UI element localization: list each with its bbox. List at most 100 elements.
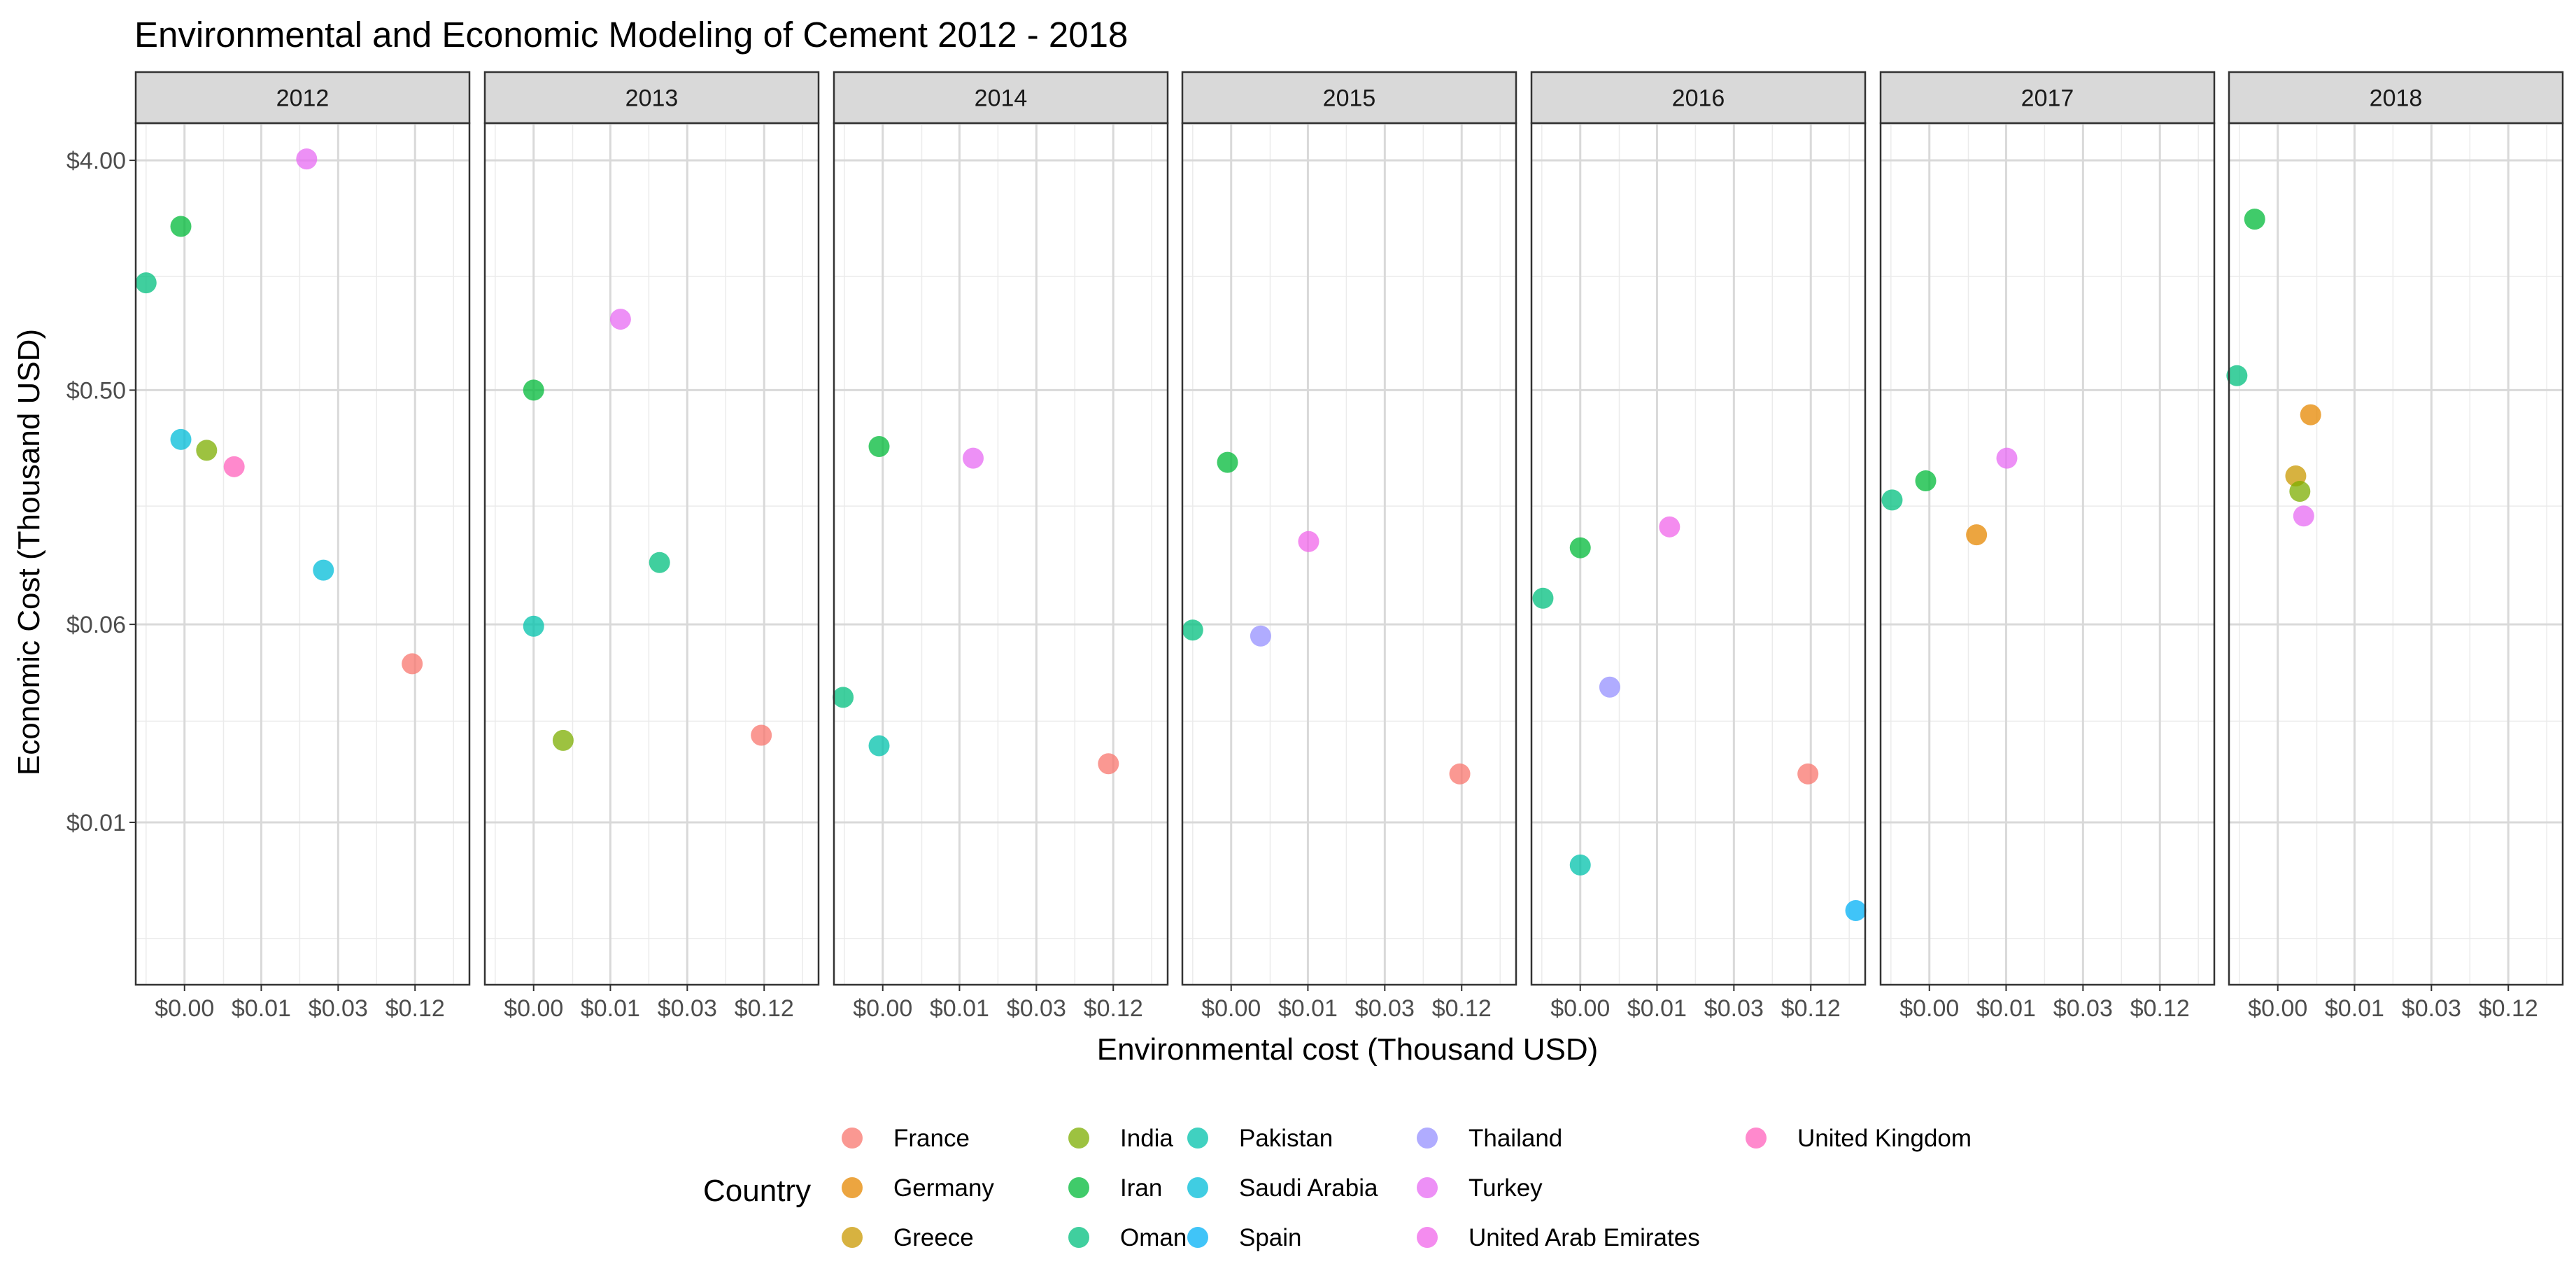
legend-label: Iran xyxy=(1120,1174,1162,1202)
facet-panel-2013: 2013 xyxy=(483,71,820,986)
facet-strip xyxy=(1181,71,1517,125)
data-point-oman xyxy=(1182,619,1203,641)
y-axis-labels: $0.01 $0.06 $0.50 $4.00 xyxy=(66,148,136,836)
x-tick-label: $0.03 xyxy=(658,995,717,1022)
x-tick-label: $0.12 xyxy=(1781,995,1841,1022)
x-axis-title: Environmental cost (Thousand USD) xyxy=(1097,1032,1599,1067)
y-tick-label: $0.06 xyxy=(66,612,126,638)
facet-panel-2016: 2016 xyxy=(1530,71,1867,986)
data-point-united-arab-emirates xyxy=(1298,531,1319,552)
data-point-oman xyxy=(2226,365,2248,386)
legend-label: Spain xyxy=(1239,1224,1302,1251)
data-point-france xyxy=(1797,763,1819,785)
x-tick-label: $0.00 xyxy=(853,995,912,1022)
data-point-oman xyxy=(649,552,670,573)
x-tick-label: $0.01 xyxy=(930,995,989,1022)
data-point-iran xyxy=(170,216,192,237)
x-tick-label: $0.12 xyxy=(385,995,445,1022)
data-point-turkey xyxy=(1996,447,2018,469)
legend-label: France xyxy=(893,1125,970,1152)
data-point-thailand xyxy=(1250,625,1271,647)
data-point-germany xyxy=(2300,404,2321,426)
legend-key-greece xyxy=(842,1227,863,1248)
x-tick-label: $0.03 xyxy=(2053,995,2113,1022)
data-point-thailand xyxy=(1599,676,1620,698)
legend-label: Greece xyxy=(893,1224,974,1251)
data-point-iran xyxy=(868,436,890,458)
facet-strip-label: 2016 xyxy=(1672,85,1725,112)
x-tick-label: $0.00 xyxy=(1201,995,1261,1022)
legend-label: Turkey xyxy=(1469,1174,1543,1202)
legend-key-spain xyxy=(1187,1227,1208,1248)
panel-border xyxy=(483,122,820,986)
chart-title: Environmental and Economic Modeling of C… xyxy=(134,15,1128,55)
facet-strip xyxy=(2228,71,2564,125)
x-tick-label: $0.12 xyxy=(735,995,794,1022)
legend: Country France Germany Greece India Iran Oman… xyxy=(703,1125,1972,1251)
data-point-pakistan xyxy=(1569,854,1591,876)
panel-border xyxy=(2228,122,2564,986)
legend-label: Pakistan xyxy=(1239,1125,1333,1152)
data-point-pakistan xyxy=(523,615,544,637)
data-point-turkey xyxy=(963,447,984,469)
data-point-turkey xyxy=(2293,505,2314,527)
data-point-oman xyxy=(1881,489,1903,511)
data-point-france xyxy=(751,724,772,746)
x-tick-label: $0.03 xyxy=(1007,995,1066,1022)
y-axis-title: Economic Cost (Thousand USD) xyxy=(12,329,46,775)
panel-border xyxy=(1879,122,2216,986)
legend-key-turkey xyxy=(1417,1177,1438,1198)
data-point-india xyxy=(2289,481,2311,503)
y-tick-label: $0.01 xyxy=(66,810,126,836)
data-point-iran xyxy=(1217,451,1238,473)
data-point-india xyxy=(196,440,218,461)
legend-key-united-kingdom xyxy=(1746,1128,1767,1149)
legend-label: Germany xyxy=(893,1174,994,1202)
legend-label: United Arab Emirates xyxy=(1469,1224,1700,1251)
legend-key-thailand xyxy=(1417,1128,1438,1149)
facet-panel-2018: 2018 xyxy=(2226,71,2564,986)
x-tick-label: $0.00 xyxy=(504,995,563,1022)
facet-strip-label: 2012 xyxy=(276,85,330,112)
data-point-iran xyxy=(1569,537,1591,559)
panel-border xyxy=(1181,122,1517,986)
x-tick-label: $0.01 xyxy=(581,995,640,1022)
x-tick-label: $0.12 xyxy=(1432,995,1492,1022)
data-point-united-kingdom xyxy=(223,456,245,477)
facet-panel-2017: 2017 xyxy=(1879,71,2216,986)
facet-panel-2014: 2014 xyxy=(833,71,1169,986)
legend-label: Oman xyxy=(1120,1224,1187,1251)
legend-label: Saudi Arabia xyxy=(1239,1174,1378,1202)
data-point-oman xyxy=(1532,587,1554,609)
panel-border xyxy=(134,122,471,986)
x-tick-label: $0.03 xyxy=(1355,995,1415,1022)
facet-strip-label: 2018 xyxy=(2370,85,2423,112)
data-point-turkey xyxy=(296,148,318,170)
facet-strip xyxy=(833,71,1169,125)
legend-label: Thailand xyxy=(1469,1125,1562,1152)
x-tick-label: $0.00 xyxy=(155,995,214,1022)
x-tick-label: $0.00 xyxy=(2248,995,2307,1022)
data-point-united-arab-emirates xyxy=(1659,516,1680,538)
facet-panel-2012: 2012 xyxy=(134,71,471,986)
data-point-france xyxy=(402,653,423,675)
facet-strip xyxy=(1530,71,1867,125)
x-tick-label: $0.12 xyxy=(1084,995,1143,1022)
data-point-pakistan xyxy=(868,735,890,757)
legend-key-pakistan xyxy=(1187,1128,1208,1149)
x-tick-label: $0.01 xyxy=(1976,995,2036,1022)
legend-key-iran xyxy=(1068,1177,1089,1198)
legend-key-france xyxy=(842,1128,863,1149)
legend-key-united-arab-emirates xyxy=(1417,1227,1438,1248)
x-tick-label: $0.00 xyxy=(1550,995,1610,1022)
y-tick-label: $4.00 xyxy=(66,148,126,174)
x-tick-label: $0.00 xyxy=(1899,995,1959,1022)
legend-label: India xyxy=(1120,1125,1173,1152)
data-point-france xyxy=(1098,753,1119,775)
x-tick-label: $0.01 xyxy=(1627,995,1687,1022)
legend-title: Country xyxy=(703,1174,811,1208)
facet-strip-label: 2013 xyxy=(625,85,679,112)
legend-label: United Kingdom xyxy=(1797,1125,1972,1152)
